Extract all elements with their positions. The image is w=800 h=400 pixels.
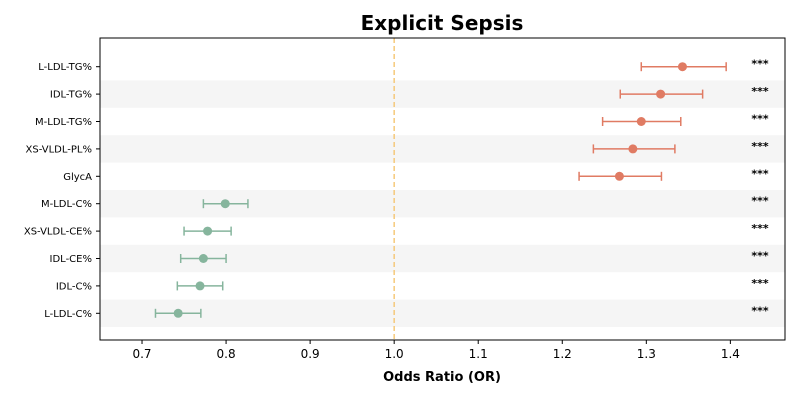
significance-label: *** [751, 167, 769, 180]
or-point [198, 254, 208, 263]
significance-label: *** [751, 277, 769, 290]
y-tick-label: IDL-CE% [50, 254, 92, 265]
or-point [173, 308, 183, 318]
or-point [203, 226, 213, 236]
y-tick-label: IDL-TG% [50, 90, 92, 101]
chart-title: Explicit Sepsis [361, 11, 524, 35]
or-point [628, 144, 638, 154]
or-point [614, 171, 624, 181]
significance-label: *** [751, 250, 769, 263]
y-tick-label: XS-VLDL-CE% [24, 227, 92, 238]
significance-label: *** [751, 85, 769, 98]
significance-label: *** [751, 140, 769, 153]
significance-label: *** [751, 58, 769, 71]
x-tick-label: 1.1 [469, 347, 488, 361]
data-marks: *** *** *** *** *** *** *** *** *** *** [154, 58, 769, 318]
significance-label: *** [751, 222, 769, 235]
y-tick-label: M-LDL-TG% [35, 117, 92, 128]
significance-label: *** [751, 195, 769, 208]
y-tick-label: L-LDL-TG% [38, 62, 92, 73]
y-tick-label: XS-VLDL-PL% [26, 144, 92, 155]
y-tick-label: L-LDL-C% [44, 309, 92, 320]
or-point [220, 199, 230, 209]
significance-label: *** [751, 113, 769, 126]
y-tick-label: IDL-C% [56, 281, 92, 292]
or-point [636, 117, 646, 126]
x-tick-label: 1.4 [721, 347, 740, 361]
x-tick-label: 1.0 [385, 347, 404, 361]
significance-label: *** [751, 304, 769, 317]
x-tick-label: 1.3 [637, 347, 656, 361]
x-axis-label: Odds Ratio (OR) [383, 370, 501, 385]
x-axis-ticks: 0.7 0.8 0.9 1.0 1.1 1.2 1.3 1.4 [132, 340, 740, 361]
x-tick-label: 0.8 [217, 347, 236, 361]
y-tick-label: M-LDL-C% [41, 199, 92, 210]
x-tick-label: 1.2 [553, 347, 572, 361]
x-tick-label: 0.9 [301, 347, 320, 361]
y-axis-ticks: L-LDL-TG% IDL-TG% M-LDL-TG% XS-VLDL-PL% Glyc… [24, 62, 100, 320]
or-point [195, 281, 205, 291]
or-point [677, 62, 687, 72]
row-band [100, 299, 785, 327]
or-point [656, 89, 666, 99]
plot-frame [99, 37, 786, 341]
row-band [100, 135, 785, 163]
y-tick-label: GlycA [63, 172, 92, 183]
x-tick-label: 0.7 [132, 347, 151, 361]
